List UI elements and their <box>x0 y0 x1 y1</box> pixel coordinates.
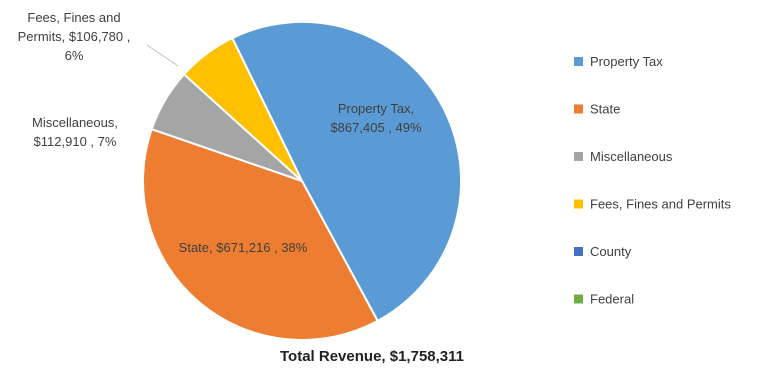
data-label-fees-fines-and-permits: Fees, Fines and Permits, $106,780 , 6% <box>18 10 131 63</box>
legend-label-county: County <box>590 244 632 259</box>
leader-lines <box>146 44 179 67</box>
data-label-state: State, $671,216 , 38% <box>179 240 308 255</box>
legend-swatch-miscellaneous <box>574 152 583 161</box>
legend-label-fees-fines-and-permits: Fees, Fines and Permits <box>590 197 731 212</box>
pie-slice-property-tax <box>230 20 463 323</box>
pie-slice-state <box>142 127 379 341</box>
data-label-miscellaneous: Miscellaneous, $112,910 , 7% <box>32 115 118 149</box>
legend-swatch-federal <box>574 294 583 304</box>
legend-label-federal: Federal <box>590 292 634 307</box>
legend-swatch-property-tax <box>574 57 583 66</box>
chart-title: Total Revenue, $1,758,311 <box>280 348 464 365</box>
pie-slice-fees-fines-and-permits <box>182 36 303 182</box>
data-label-property-tax: Property Tax, $867,405 , 49% <box>330 101 422 135</box>
legend-label-state: State <box>590 102 620 117</box>
legend-swatch-state <box>574 104 583 114</box>
legend-label-property-tax: Property Tax <box>590 54 663 69</box>
legend-swatch-county <box>574 247 583 256</box>
data-labels: Property Tax, $867,405 , 49% State, $671,2… <box>18 10 422 255</box>
legend-swatch-fees-fines-and-permits <box>574 199 583 209</box>
legend-label-miscellaneous: Miscellaneous <box>590 149 673 164</box>
leader-line-fees-fines-and-permits <box>146 44 179 67</box>
legend: Property Tax State Miscellaneous Fees, Fine… <box>574 54 731 307</box>
pie-slices <box>142 20 463 341</box>
